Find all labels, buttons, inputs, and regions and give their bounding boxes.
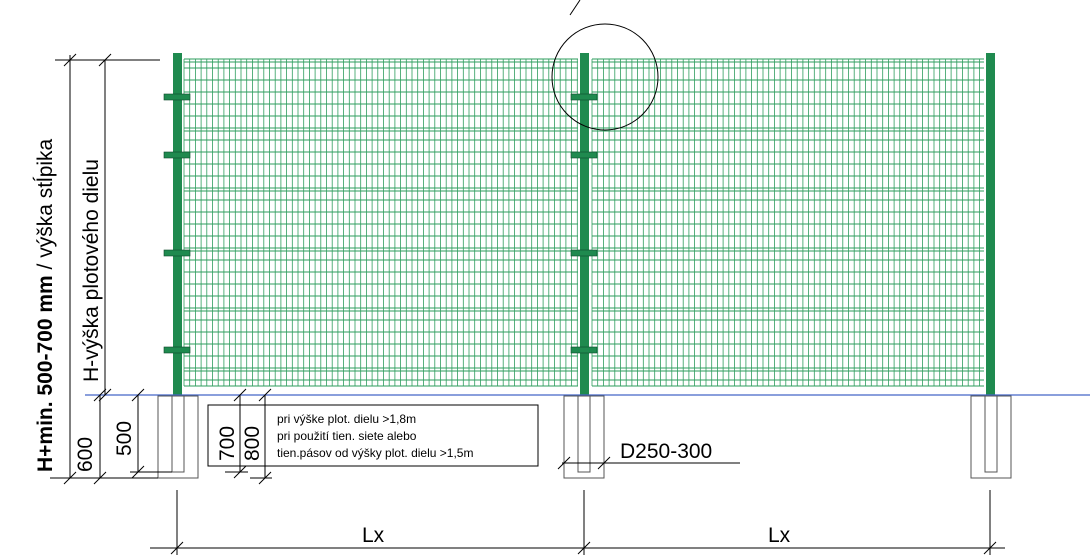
span-left-label: Lx	[362, 524, 385, 547]
clamp	[163, 346, 191, 354]
foundations	[157, 395, 1012, 479]
clamp	[163, 93, 191, 101]
total-height-bold: H+min. 500-700 mm	[34, 275, 57, 472]
detail-circle	[551, 23, 659, 131]
dimension-lines	[50, 53, 1005, 555]
post-right	[986, 53, 995, 395]
panel-height-label: H-výška plotového dielu	[80, 159, 103, 382]
foundation-middle	[563, 395, 605, 479]
foundation-left	[157, 395, 199, 479]
clamp	[570, 346, 598, 354]
dim-500-label: 500	[113, 421, 136, 456]
clamp	[163, 249, 191, 257]
fence-posts	[173, 53, 995, 395]
post-left	[173, 53, 182, 395]
fence-panel-left	[183, 58, 578, 387]
note-line-3: tien.pásov od výšky plot. dielu >1,5m	[277, 446, 473, 460]
dim-800-label: 800	[241, 426, 264, 461]
dim-700-label: 700	[216, 426, 239, 461]
foundation-right	[970, 395, 1012, 479]
clamp	[570, 151, 598, 159]
post-clamps	[163, 93, 598, 354]
detail-leader	[569, 0, 581, 16]
post-middle	[580, 53, 589, 395]
clamp	[570, 93, 598, 101]
fence-panel-right	[591, 58, 984, 387]
total-height-rest: / výška stĺpika	[33, 138, 57, 275]
dim-600-label: 600	[74, 437, 97, 472]
clamp	[570, 249, 598, 257]
detail-callout	[551, 0, 659, 131]
foundation-diameter-label: D250-300	[620, 440, 712, 463]
span-right-label: Lx	[768, 524, 791, 547]
clamp	[163, 151, 191, 159]
note-line-2: pri použití tien. siete alebo	[277, 429, 417, 443]
total-height-label: H+min. 500-700 mm / výška stĺpika	[33, 138, 57, 472]
note-line-1: pri výške plot. dielu >1,8m	[277, 412, 416, 426]
